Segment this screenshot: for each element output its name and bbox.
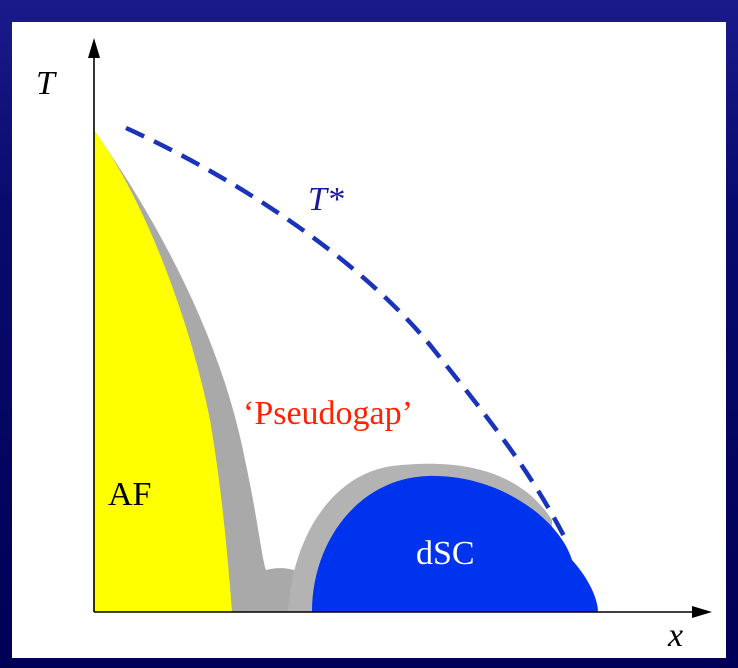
crossover-line: [125, 125, 569, 542]
axis-x-label: x: [667, 617, 683, 654]
pseudogap-label: ‘Pseudogap’: [243, 395, 413, 432]
axis-y-label: T: [36, 65, 57, 102]
y-axis-arrow: [88, 38, 100, 58]
crossover-label: T*: [308, 181, 344, 218]
dsc-dome: [312, 475, 598, 612]
af-label: AF: [108, 476, 151, 513]
af-region: [94, 130, 232, 612]
dsc-label: dSC: [416, 535, 475, 572]
x-axis-arrow: [692, 606, 712, 618]
